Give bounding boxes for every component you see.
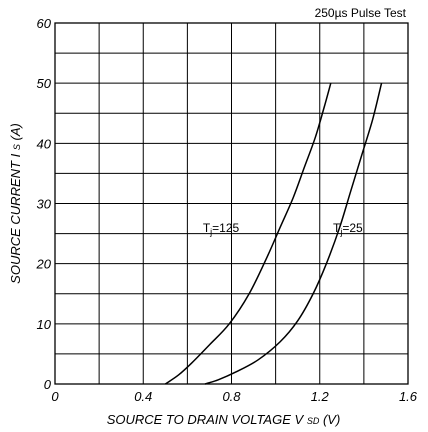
y-tick-label: 40 [37, 136, 52, 151]
x-tick-label: 1.2 [311, 389, 330, 404]
tick-labels: 0 0.4 0.8 1.2 1.6 0 10 20 30 40 50 60 [36, 16, 418, 404]
x-tick-label: 0.8 [222, 389, 241, 404]
grid [54, 22, 409, 385]
y-tick-label: 10 [37, 317, 52, 332]
y-axis-label-unit: (A) [8, 123, 23, 140]
pulse-test-annotation: 250µs Pulse Test [315, 6, 407, 20]
y-axis-label-main: SOURCE CURRENT [8, 160, 23, 284]
series-curve-1 [204, 82, 383, 385]
y-tick-label: 30 [37, 197, 52, 212]
series-curve-0 [164, 82, 332, 385]
x-axis-label-symbol: V [295, 412, 305, 427]
y-tick-label: 50 [37, 76, 52, 91]
x-axis-label-subscript: SD [307, 416, 320, 426]
plot-frame [54, 22, 409, 385]
x-tick-label: 0.4 [134, 389, 152, 404]
y-tick-label: 60 [37, 16, 52, 31]
x-axis-label: SOURCE TO DRAIN VOLTAGE V SD (V) [107, 412, 341, 427]
curve-label-tj-125: Tj=125 [203, 221, 240, 237]
x-axis-label-main: SOURCE TO DRAIN VOLTAGE [107, 412, 292, 427]
x-tick-label: 1.6 [399, 389, 418, 404]
y-tick-label: 20 [36, 257, 52, 272]
y-axis-label: SOURCE CURRENT I S (A) [8, 123, 23, 284]
y-axis-label-symbol: I [8, 153, 23, 157]
x-tick-label: 0 [51, 389, 59, 404]
curves [164, 82, 383, 385]
curve-label-tj-25: Tj=25 [333, 221, 363, 237]
x-axis-label-unit: (V) [323, 412, 340, 427]
y-axis-label-subscript: S [12, 144, 22, 150]
y-tick-label: 0 [44, 377, 52, 392]
